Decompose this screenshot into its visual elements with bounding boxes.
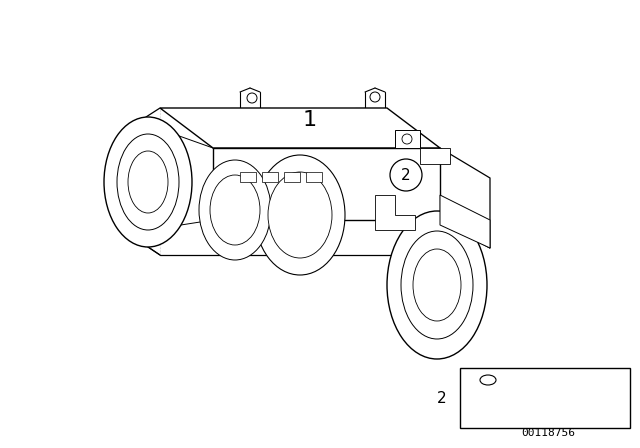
Text: 2: 2 xyxy=(437,391,447,405)
Polygon shape xyxy=(160,108,440,148)
Circle shape xyxy=(402,134,412,144)
Ellipse shape xyxy=(268,172,332,258)
Ellipse shape xyxy=(401,231,473,339)
Ellipse shape xyxy=(387,211,487,359)
Polygon shape xyxy=(420,148,450,164)
Polygon shape xyxy=(395,130,420,148)
Bar xyxy=(240,172,256,182)
Bar xyxy=(284,172,300,182)
Text: 1: 1 xyxy=(303,110,317,130)
Ellipse shape xyxy=(128,151,168,213)
Polygon shape xyxy=(375,195,415,230)
Circle shape xyxy=(370,92,380,102)
Ellipse shape xyxy=(117,134,179,230)
Ellipse shape xyxy=(104,117,192,247)
Ellipse shape xyxy=(480,375,496,385)
Polygon shape xyxy=(213,148,440,220)
Text: 00118756: 00118756 xyxy=(521,428,575,438)
Bar xyxy=(460,368,630,428)
Polygon shape xyxy=(440,195,490,248)
Ellipse shape xyxy=(199,160,271,260)
Circle shape xyxy=(390,159,422,191)
Bar xyxy=(262,172,278,182)
Ellipse shape xyxy=(255,155,345,275)
Ellipse shape xyxy=(210,175,260,245)
Text: 2: 2 xyxy=(401,168,411,182)
Polygon shape xyxy=(440,148,490,248)
Bar xyxy=(306,172,322,182)
Ellipse shape xyxy=(413,249,461,321)
Circle shape xyxy=(247,93,257,103)
